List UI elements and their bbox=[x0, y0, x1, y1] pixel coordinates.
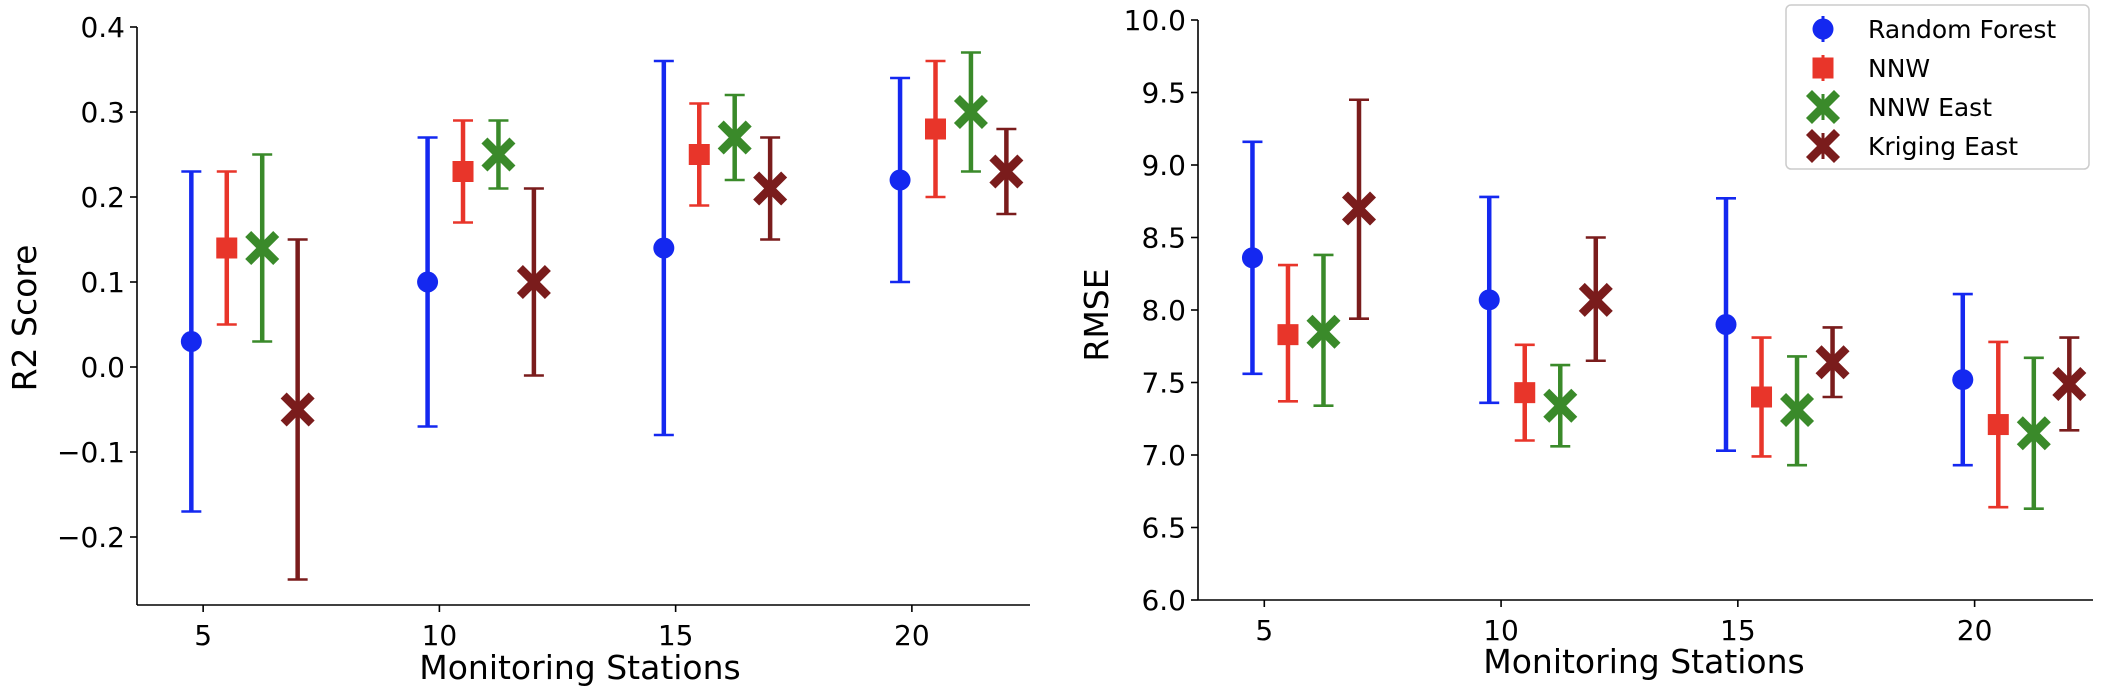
rmse-panel: Monitoring Stations RMSE 6.0 6.5 7.0 7.5 8.0… bbox=[1077, 4, 2093, 681]
legend-frame bbox=[1785, 4, 2090, 170]
y-tick-label: 0.3 bbox=[80, 96, 125, 129]
x-tick-label: 5 bbox=[1255, 614, 1273, 647]
nnw-east-point bbox=[2016, 416, 2051, 451]
x-tick-label: 15 bbox=[1720, 614, 1756, 647]
legend-label-random-forest: Random Forest bbox=[1868, 15, 2056, 44]
kriging-east-point bbox=[280, 392, 315, 427]
x-tick-label: 10 bbox=[422, 619, 458, 652]
kriging-east-point bbox=[1578, 282, 1613, 317]
random-forest-point bbox=[653, 237, 675, 259]
legend-swatch-kriging-east bbox=[1805, 128, 1841, 164]
y-tick-label: 7.5 bbox=[1141, 367, 1186, 400]
y-tick-label: 8.5 bbox=[1141, 222, 1186, 255]
random-forest-point bbox=[889, 169, 911, 191]
nnw-east-point bbox=[1780, 393, 1815, 428]
kriging-east-point bbox=[1815, 345, 1850, 380]
nnw-point bbox=[925, 118, 947, 140]
y-tick-label: 0.0 bbox=[80, 351, 125, 384]
legend-swatch-random-forest bbox=[1812, 18, 1834, 40]
random-forest-point bbox=[180, 331, 202, 352]
random-forest-point bbox=[417, 271, 439, 293]
y-axis-label: R2 Score bbox=[5, 245, 44, 392]
nnw-point bbox=[1987, 414, 2009, 436]
nnw-east-point bbox=[1543, 388, 1578, 423]
legend-label-kriging-east: Kriging East bbox=[1868, 132, 2018, 161]
y-tick-label: 9.5 bbox=[1141, 77, 1186, 110]
y-tick-label: 10.0 bbox=[1124, 4, 1186, 37]
y-tick-label: 0.1 bbox=[80, 266, 125, 299]
y-tick-label: 7.0 bbox=[1141, 439, 1186, 472]
r2-score-panel: Monitoring Stations R2 Score −0.2 −0.1 0.0… bbox=[5, 11, 1030, 687]
y-tick-label: 6.0 bbox=[1141, 584, 1186, 617]
nnw-east-point bbox=[717, 120, 752, 155]
x-tick-label: 20 bbox=[894, 619, 930, 652]
legend-swatch-nnw-east bbox=[1805, 89, 1841, 125]
x-axis-label: Monitoring Stations bbox=[1483, 642, 1804, 681]
nnw-point bbox=[1751, 386, 1773, 408]
y-tick-label: 6.5 bbox=[1141, 512, 1186, 545]
y-tick-label: −0.2 bbox=[57, 521, 125, 554]
x-tick-label: 5 bbox=[194, 619, 212, 652]
y-tick-label: 0.4 bbox=[80, 11, 125, 44]
nnw-east-point bbox=[245, 230, 280, 266]
nnw-point bbox=[452, 161, 474, 182]
y-tick-label: 9.0 bbox=[1141, 149, 1186, 182]
x-tick-label: 20 bbox=[1957, 614, 1993, 647]
random-forest-point bbox=[1241, 247, 1263, 269]
y-tick-label: 0.2 bbox=[80, 181, 125, 214]
x-tick-label: 15 bbox=[658, 619, 694, 652]
nnw-point bbox=[1514, 382, 1536, 404]
nnw-point bbox=[216, 237, 238, 259]
kriging-east-point bbox=[753, 171, 788, 206]
random-forest-point bbox=[1478, 289, 1500, 311]
nnw-east-point bbox=[481, 137, 516, 172]
legend: Random Forest NNW NNW East Kriging East bbox=[1785, 4, 2090, 170]
kriging-east-point bbox=[2052, 366, 2087, 401]
x-tick-label: 10 bbox=[1483, 614, 1519, 647]
y-tick-label: 8.0 bbox=[1141, 294, 1186, 327]
nnw-point bbox=[1277, 324, 1299, 346]
y-axis-label: RMSE bbox=[1077, 268, 1116, 361]
legend-label-nnw-east: NNW East bbox=[1868, 93, 1992, 122]
legend-label-nnw: NNW bbox=[1868, 54, 1930, 83]
kriging-east-point bbox=[1341, 191, 1377, 226]
y-tick-label: −0.1 bbox=[57, 436, 125, 469]
random-forest-point bbox=[1952, 369, 1974, 391]
kriging-east-point bbox=[989, 154, 1024, 189]
x-axis-label: Monitoring Stations bbox=[419, 648, 740, 687]
kriging-east-point bbox=[516, 264, 551, 300]
nnw-east-point bbox=[1306, 314, 1341, 349]
nnw-point bbox=[688, 144, 710, 165]
legend-swatch-nnw bbox=[1812, 57, 1834, 79]
nnw-east-point bbox=[953, 94, 988, 130]
random-forest-point bbox=[1715, 314, 1737, 335]
